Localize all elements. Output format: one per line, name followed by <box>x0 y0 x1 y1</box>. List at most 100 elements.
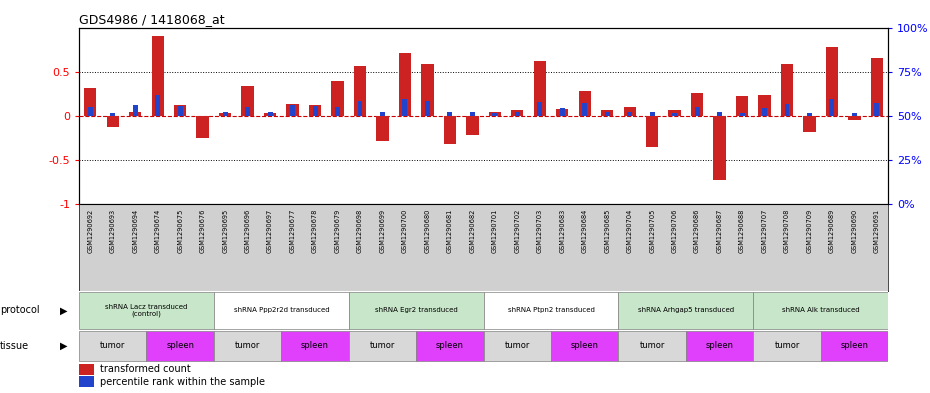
Bar <box>753 292 888 329</box>
Text: GSM1290699: GSM1290699 <box>379 209 385 253</box>
Bar <box>874 103 880 116</box>
Bar <box>403 99 407 116</box>
Bar <box>762 108 767 116</box>
Text: GDS4986 / 1418068_at: GDS4986 / 1418068_at <box>79 13 225 26</box>
Text: GSM1290706: GSM1290706 <box>671 209 678 253</box>
Text: shRNA Ppp2r2d transduced: shRNA Ppp2r2d transduced <box>233 307 329 314</box>
Text: tissue: tissue <box>0 341 29 351</box>
Bar <box>830 99 834 116</box>
Bar <box>147 331 214 361</box>
Bar <box>399 53 411 116</box>
Text: GSM1290686: GSM1290686 <box>694 209 700 253</box>
Bar <box>627 112 632 116</box>
Bar <box>196 116 209 138</box>
Text: GSM1290704: GSM1290704 <box>627 209 632 253</box>
Text: GSM1290690: GSM1290690 <box>852 209 857 253</box>
Bar <box>736 97 749 116</box>
Bar <box>515 112 520 116</box>
Bar <box>214 292 349 329</box>
Bar <box>219 113 232 116</box>
Text: GSM1290703: GSM1290703 <box>537 209 543 253</box>
Bar <box>717 112 722 116</box>
Bar <box>492 113 498 116</box>
Bar <box>447 112 452 116</box>
Bar <box>807 113 812 116</box>
Text: GSM1290693: GSM1290693 <box>110 209 115 253</box>
Text: GSM1290676: GSM1290676 <box>200 209 206 253</box>
Text: GSM1290708: GSM1290708 <box>784 209 790 253</box>
Bar <box>377 116 389 141</box>
Bar <box>246 107 250 116</box>
Bar <box>79 331 147 361</box>
Bar <box>826 47 838 116</box>
Text: GSM1290694: GSM1290694 <box>132 209 139 253</box>
Text: spleen: spleen <box>301 342 329 350</box>
Bar <box>155 95 160 116</box>
Bar <box>79 364 94 375</box>
Text: GSM1290700: GSM1290700 <box>402 209 408 253</box>
Bar <box>488 112 501 116</box>
Text: GSM1290684: GSM1290684 <box>582 209 588 253</box>
Text: spleen: spleen <box>166 342 194 350</box>
Text: GSM1290689: GSM1290689 <box>829 209 835 253</box>
Bar <box>870 59 883 116</box>
Bar <box>286 105 299 116</box>
Bar <box>421 64 433 116</box>
Bar <box>349 331 417 361</box>
Bar <box>152 37 164 116</box>
Bar <box>79 376 94 387</box>
Text: GSM1290688: GSM1290688 <box>739 209 745 253</box>
Bar <box>129 112 141 116</box>
Text: GSM1290679: GSM1290679 <box>335 209 340 253</box>
Bar <box>380 112 385 116</box>
Text: spleen: spleen <box>706 342 734 350</box>
Text: ▶: ▶ <box>60 341 68 351</box>
Bar <box>578 91 591 116</box>
Bar <box>312 106 317 116</box>
Bar <box>669 110 681 116</box>
Text: GSM1290687: GSM1290687 <box>717 209 723 253</box>
Bar <box>538 102 542 116</box>
Bar <box>560 108 565 116</box>
Text: tumor: tumor <box>100 342 126 350</box>
Bar <box>281 331 349 361</box>
Bar <box>650 112 655 116</box>
Text: spleen: spleen <box>436 342 464 350</box>
Text: GSM1290680: GSM1290680 <box>424 209 431 253</box>
Text: GSM1290707: GSM1290707 <box>762 209 767 253</box>
Bar <box>331 81 344 116</box>
Text: GSM1290695: GSM1290695 <box>222 209 228 253</box>
Bar <box>242 86 254 116</box>
Bar <box>685 331 753 361</box>
Text: GSM1290691: GSM1290691 <box>874 209 880 253</box>
Bar <box>444 116 456 144</box>
Bar <box>534 61 546 116</box>
Text: GSM1290698: GSM1290698 <box>357 209 363 253</box>
Bar <box>551 331 618 361</box>
Text: tumor: tumor <box>370 342 395 350</box>
Bar <box>484 292 618 329</box>
Bar <box>691 93 703 116</box>
Text: GSM1290709: GSM1290709 <box>806 209 813 253</box>
Text: tumor: tumor <box>640 342 665 350</box>
Bar <box>484 331 551 361</box>
Bar <box>852 113 857 116</box>
Text: GSM1290701: GSM1290701 <box>492 209 498 253</box>
Text: shRNA Lacz transduced
(control): shRNA Lacz transduced (control) <box>105 304 188 317</box>
Text: spleen: spleen <box>841 342 869 350</box>
Bar <box>357 101 363 116</box>
Text: GSM1290696: GSM1290696 <box>245 209 250 253</box>
Bar <box>604 112 610 116</box>
Bar <box>87 107 93 116</box>
Text: shRNA Ptpn2 transduced: shRNA Ptpn2 transduced <box>508 307 594 314</box>
Bar <box>268 112 272 116</box>
Bar <box>618 331 685 361</box>
Bar <box>174 105 186 116</box>
Bar <box>309 105 321 116</box>
Text: shRNA Alk transduced: shRNA Alk transduced <box>782 307 859 314</box>
Text: GSM1290685: GSM1290685 <box>604 209 610 253</box>
Bar <box>556 109 568 116</box>
Bar <box>264 113 276 116</box>
Bar <box>107 116 119 127</box>
Text: GSM1290674: GSM1290674 <box>154 209 161 253</box>
